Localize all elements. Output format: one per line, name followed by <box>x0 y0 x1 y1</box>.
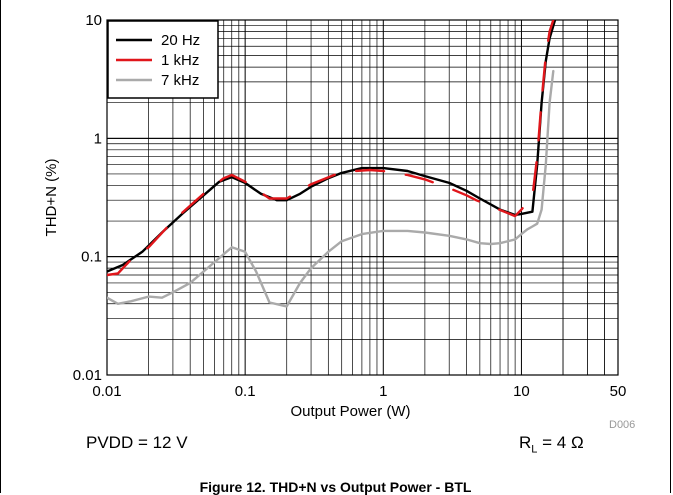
y-axis-label: THD+N (%) <box>43 159 60 237</box>
legend-label: 1 kHz <box>161 52 199 69</box>
legend-label: 20 Hz <box>161 32 200 49</box>
y-tick-label: 0.01 <box>73 367 102 384</box>
pvdd-condition: PVDD = 12 V <box>86 433 188 452</box>
y-tick-label: 0.1 <box>81 249 102 266</box>
series-line-7-khz <box>107 69 555 308</box>
x-tick-label: 10 <box>513 383 530 400</box>
series-line-1-khz <box>107 20 555 277</box>
rl-value: = 4 Ω <box>537 433 584 452</box>
legend-label: 7 kHz <box>161 72 199 89</box>
load-resistance-condition: RL = 4 Ω <box>519 433 584 455</box>
rl-subscript: L <box>531 443 538 456</box>
x-tick-label: 0.1 <box>235 383 256 400</box>
y-tick-label: 10 <box>85 12 102 29</box>
legend: 20 Hz 1 kHz 7 kHz <box>107 20 219 99</box>
curves <box>107 20 557 308</box>
plot-border <box>106 19 619 376</box>
x-tick-label: 50 <box>610 383 627 400</box>
x-axis-label: Output Power (W) <box>290 403 410 420</box>
rl-symbol: R <box>519 433 532 452</box>
y-tick-label: 1 <box>94 130 102 147</box>
series-line-20-hz <box>107 20 557 273</box>
figure-code: D006 <box>609 419 636 431</box>
figure-caption: Figure 12. THD+N vs Output Power - BTL <box>199 479 472 495</box>
x-tick-label: 1 <box>379 383 387 400</box>
x-tick-label: 0.01 <box>92 383 121 400</box>
